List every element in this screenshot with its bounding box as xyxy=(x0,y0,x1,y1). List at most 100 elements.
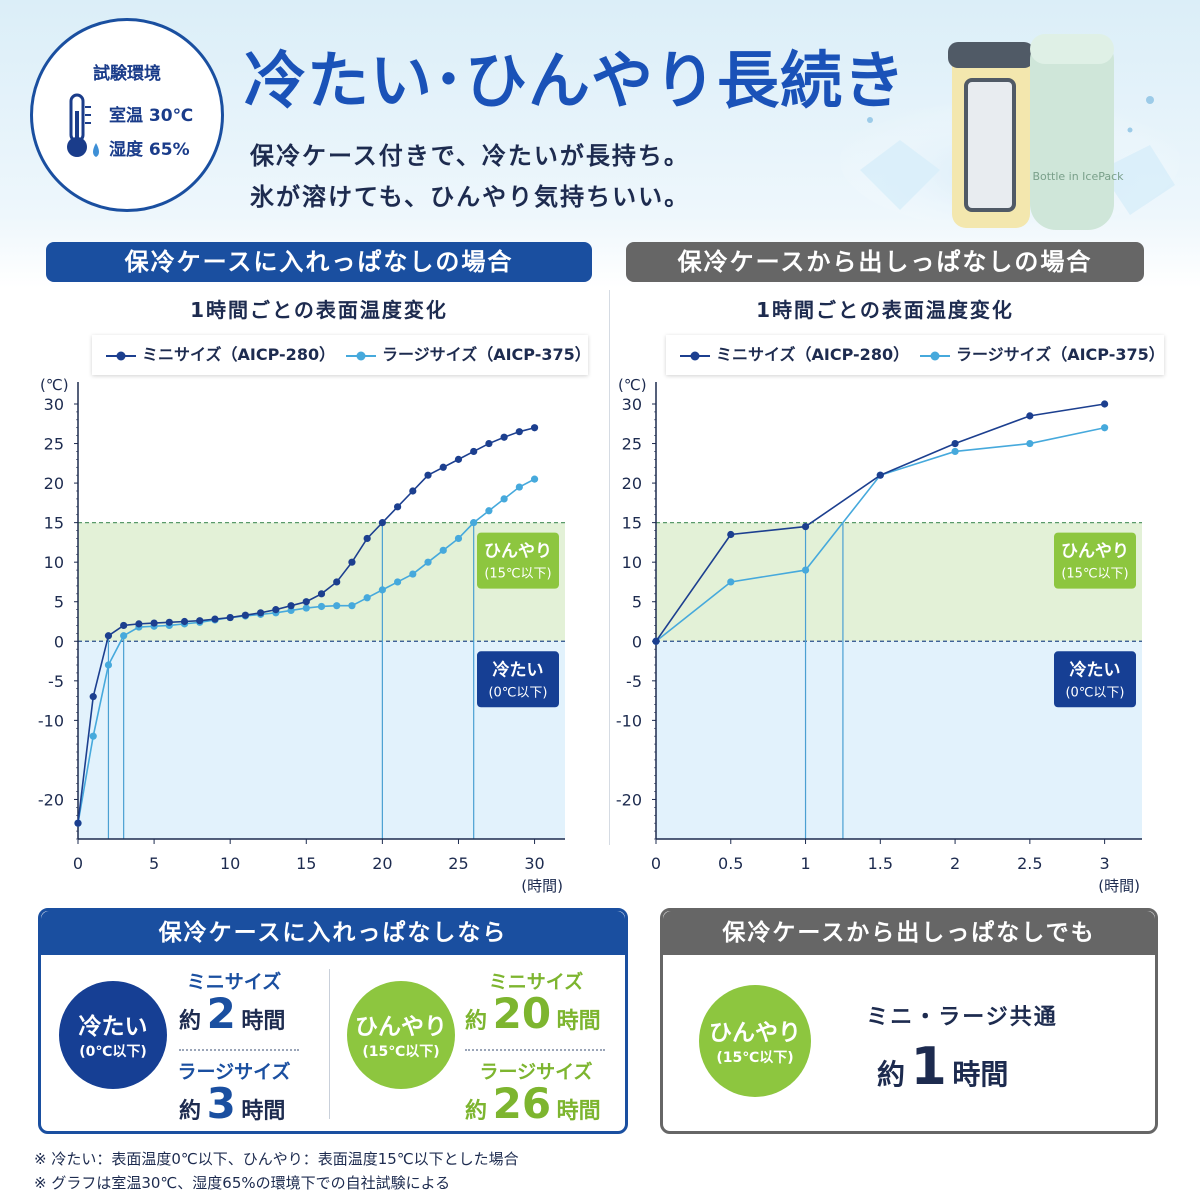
chart-right-legend: ミニサイズ（AICP-280） ラージサイズ（AICP-375） xyxy=(666,335,1165,375)
series-mini-point xyxy=(89,693,97,701)
series-mini-point xyxy=(257,609,265,617)
series-mini-point xyxy=(1101,400,1109,408)
env-title: 試験環境 xyxy=(93,64,161,84)
series-mini-point xyxy=(727,530,735,539)
x-tick-label: 1 xyxy=(800,854,810,873)
summary-left-header: 保冷ケースに入れっぱなしなら xyxy=(41,911,625,955)
cold-mini-label: ミニサイズ xyxy=(186,971,282,993)
y-tick-label: 25 xyxy=(622,435,642,454)
series-mini-point xyxy=(241,611,250,619)
x-tick-label: 30 xyxy=(524,854,544,873)
series-mini-point xyxy=(378,519,386,527)
chart-left-title: 1時間ごとの表面温度変化 xyxy=(190,298,448,322)
cold-large-time: 約 3 時間 xyxy=(179,1079,286,1128)
series-mini-point xyxy=(180,617,189,626)
y-tick-label: -10 xyxy=(38,711,64,730)
series-mini-point xyxy=(454,455,463,463)
zone-badge-cool-box xyxy=(477,532,559,589)
series-mini-point xyxy=(876,471,884,479)
zone-badge-cold: 冷たい (0℃以下) xyxy=(1054,651,1136,708)
series-large-point xyxy=(120,632,128,640)
series-large-point xyxy=(333,602,341,610)
series-large-point xyxy=(1026,439,1034,448)
x-axis-label: (時間) xyxy=(521,877,563,895)
zone-badge-cold-label: 冷たい xyxy=(1070,659,1121,680)
series-mini-point xyxy=(348,558,356,566)
series-mini-point xyxy=(470,447,478,456)
zone-badge-cool: ひんやり (15℃以下) xyxy=(1054,532,1136,589)
series-mini-point xyxy=(500,433,508,441)
x-tick-label: 0.5 xyxy=(718,854,743,873)
chart-left-header: 保冷ケースに入れっぱなしの場合 xyxy=(46,242,592,282)
x-tick-label: 3 xyxy=(1100,854,1110,873)
y-tick-label: 20 xyxy=(44,474,64,493)
page-title: 冷たい･ひんやり長続き xyxy=(244,44,907,117)
y-tick-label: 15 xyxy=(44,514,64,533)
series-mini-point xyxy=(272,606,280,614)
chart-divider xyxy=(609,290,610,845)
subtitle-line-2: 氷が溶けても、ひんやり気持ちいい。 xyxy=(250,183,691,211)
series-mini-point xyxy=(165,618,173,626)
summary-right-header: 保冷ケースから出しっぱなしでも xyxy=(663,911,1155,955)
series-mini-point xyxy=(120,621,128,630)
series-large-point xyxy=(409,570,417,578)
product-bottles-image: Bottle in IcePack xyxy=(840,34,1180,230)
series-large-point xyxy=(530,475,539,483)
cool-large-time: 約 26 時間 xyxy=(465,1079,601,1128)
series-mini-point xyxy=(74,819,82,827)
series-large-point xyxy=(378,586,386,594)
series-mini-point xyxy=(485,439,493,448)
cold-mini-time: 約 2 時間 xyxy=(179,989,286,1038)
series-large-point xyxy=(470,519,478,527)
y-tick-label: 30 xyxy=(44,395,64,414)
chart-right-title: 1時間ごとの表面温度変化 xyxy=(756,298,1014,322)
y-axis-label: (℃) xyxy=(618,376,647,394)
zone-badge-cold-sub: (0℃以下) xyxy=(1065,685,1124,700)
y-tick-label: 5 xyxy=(54,593,64,612)
series-mini-point xyxy=(287,602,295,610)
chart-left-legend: ミニサイズ（AICP-280） ラージサイズ（AICP-375） xyxy=(92,335,591,375)
x-tick-label: 5 xyxy=(149,854,159,873)
series-mini-point xyxy=(150,619,158,627)
cool-mini-label: ミニサイズ xyxy=(488,971,584,993)
series-mini-point xyxy=(211,615,219,623)
series-large-point xyxy=(439,546,447,554)
legend-item-mini: ミニサイズ（AICP-280） xyxy=(106,335,335,375)
x-tick-label: 10 xyxy=(220,854,240,873)
summary-right-panel: 保冷ケースから出しっぱなしでも ひんやり (15℃以下) ミニ・ラージ共通 約 … xyxy=(660,908,1158,1134)
zone-badge-cold-label: 冷たい xyxy=(493,659,544,680)
zone-badge-cold-box xyxy=(1054,651,1136,708)
x-tick-label: 25 xyxy=(448,854,468,873)
series-mini-point xyxy=(439,463,447,471)
series-large-point xyxy=(393,578,402,586)
y-axis-label: (℃) xyxy=(40,376,69,394)
summary-divider xyxy=(329,969,330,1119)
series-large-point xyxy=(515,483,523,491)
x-tick-label: 1.5 xyxy=(868,854,893,873)
y-tick-label: 10 xyxy=(44,553,64,572)
series-mini-point xyxy=(333,578,341,586)
cold-large-label: ラージサイズ xyxy=(177,1061,291,1083)
cool-mini-time: 約 20 時間 xyxy=(465,989,601,1038)
zone-badge-cool-box xyxy=(1054,532,1136,589)
y-tick-label: 25 xyxy=(44,435,64,454)
series-mini-point xyxy=(515,428,523,436)
zone-badge-cool-label: ひんやり xyxy=(484,542,552,562)
x-tick-label: 0 xyxy=(651,854,661,873)
series-large-point xyxy=(317,602,326,611)
series-mini-point xyxy=(135,620,143,628)
series-mini-point xyxy=(424,471,432,479)
series-large-point xyxy=(951,447,959,456)
series-mini-point xyxy=(317,590,326,598)
series-large-point xyxy=(727,578,735,586)
y-tick-label: -5 xyxy=(48,672,64,691)
y-tick-label: -10 xyxy=(616,711,642,730)
series-mini-point xyxy=(530,424,539,432)
badge-cold: 冷たい (0℃以下) xyxy=(59,981,167,1089)
chart-right-header: 保冷ケースから出しっぱなしの場合 xyxy=(626,242,1144,282)
series-mini-point xyxy=(801,522,810,531)
y-tick-label: 10 xyxy=(622,553,642,572)
common-time: 約 1 時間 xyxy=(877,1037,1009,1097)
series-large-point xyxy=(485,507,493,515)
legend-item-large: ラージサイズ（AICP-375） xyxy=(346,335,591,375)
